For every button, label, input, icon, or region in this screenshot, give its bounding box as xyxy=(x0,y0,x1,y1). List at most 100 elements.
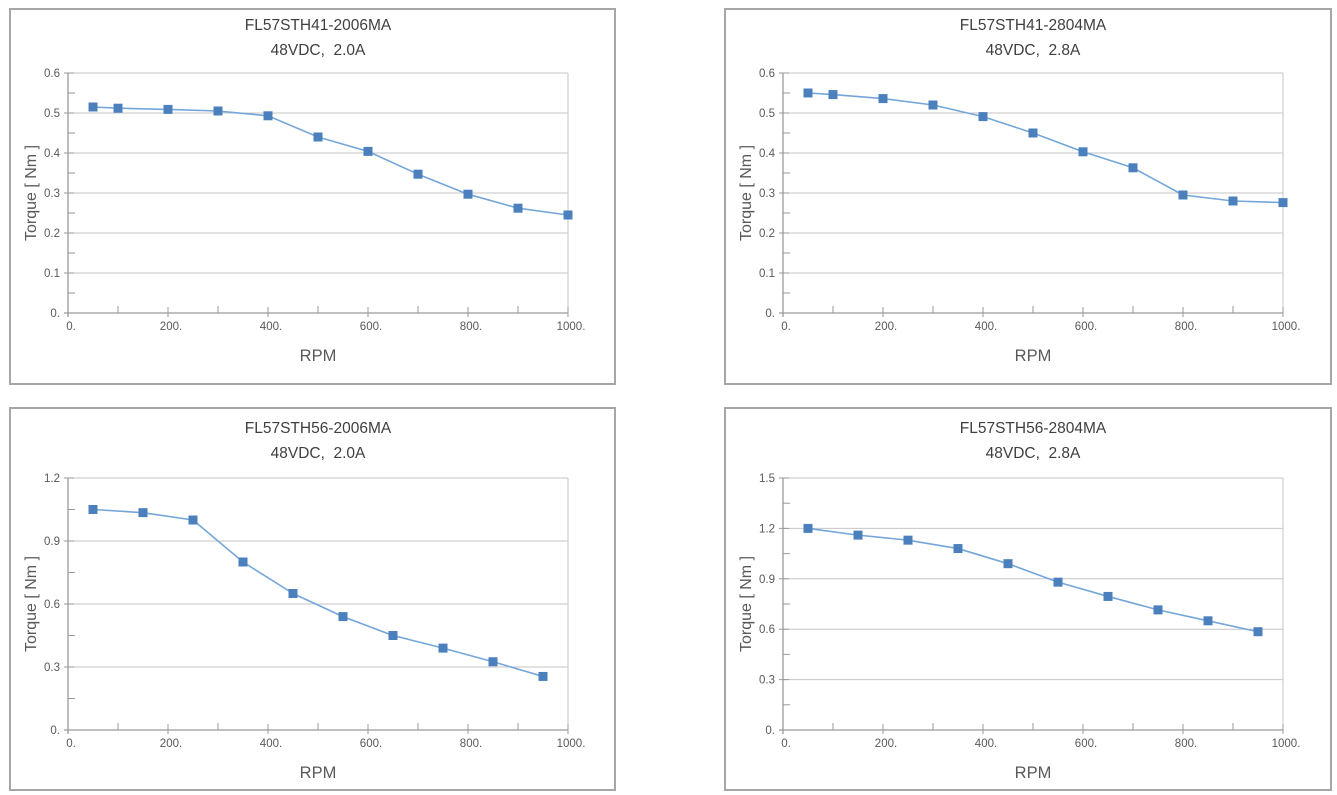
chart-subtitle: 48VDC, 2.8A xyxy=(986,42,1081,59)
torque-rpm-chart-fl57sth56-2006ma: 0. 0.3 0.6 0.9 1.2 0. 200. 400. 600. 800. 1000. FL5… xyxy=(23,420,586,782)
data-point-marker xyxy=(113,103,123,113)
data-point-marker xyxy=(188,515,198,525)
chart-subtitle: 48VDC, 2.8A xyxy=(986,445,1081,462)
y-tick-label: 0.3 xyxy=(44,662,60,674)
x-tick-label: 800. xyxy=(1175,321,1197,333)
x-tick-label: 1000. xyxy=(557,738,586,750)
x-axis-title: RPM xyxy=(1015,347,1052,365)
chart-title: FL57STH41-2804MA xyxy=(960,17,1107,34)
data-point-marker xyxy=(1003,559,1013,569)
data-point-marker xyxy=(438,643,448,653)
x-tick-label: 600. xyxy=(1075,738,1097,750)
x-tick-label: 400. xyxy=(260,738,282,750)
x-tick-label: 800. xyxy=(460,738,482,750)
data-point-marker xyxy=(928,100,938,110)
x-axis-title: RPM xyxy=(1015,764,1052,782)
y-tick-label: 0.4 xyxy=(44,148,61,160)
y-axis-title: Torque [ Nm ] xyxy=(738,145,755,241)
x-tick-label: 600. xyxy=(1075,321,1097,333)
x-tick-label: 400. xyxy=(975,321,997,333)
data-point-marker xyxy=(463,189,473,199)
chart-panel-fl57sth56-2804ma: 0. 0.3 0.6 0.9 1.2 1.5 0. 200. 400. 600. 800. 1000.… xyxy=(724,407,1332,791)
y-tick-label: 0. xyxy=(50,308,60,320)
data-point-marker xyxy=(413,169,423,179)
y-tick-label: 0.9 xyxy=(759,574,775,586)
data-point-marker xyxy=(213,106,223,116)
torque-curve-line xyxy=(807,92,1284,204)
data-point-marker xyxy=(238,557,248,567)
x-tick-label: 800. xyxy=(460,321,482,333)
chart-subtitle: 48VDC, 2.0A xyxy=(271,445,366,462)
data-point-marker xyxy=(1103,591,1113,601)
data-point-marker xyxy=(978,112,988,122)
y-tick-label: 1.2 xyxy=(759,523,775,535)
x-tick-label: 0. xyxy=(66,321,76,333)
data-point-marker xyxy=(1278,198,1288,208)
x-tick-label: 600. xyxy=(360,738,382,750)
data-point-marker xyxy=(1053,577,1063,587)
y-tick-label: 1.2 xyxy=(44,473,60,485)
data-point-marker xyxy=(1228,196,1238,206)
y-tick-label: 0.5 xyxy=(44,108,60,120)
x-tick-label: 0. xyxy=(781,321,791,333)
chart-panel-fl57sth56-2006ma: 0. 0.3 0.6 0.9 1.2 0. 200. 400. 600. 800. 1000. FL5… xyxy=(9,407,616,791)
y-tick-label: 0.2 xyxy=(759,228,775,240)
data-point-marker xyxy=(263,111,273,121)
data-point-marker xyxy=(853,530,863,540)
y-axis-title: Torque [ Nm ] xyxy=(23,556,40,652)
x-tick-label: 0. xyxy=(781,738,791,750)
chart-title: FL57STH56-2804MA xyxy=(960,420,1107,437)
y-tick-label: 0.6 xyxy=(759,68,775,80)
data-point-marker xyxy=(363,146,373,156)
data-point-marker xyxy=(513,203,523,213)
data-point-marker xyxy=(1128,163,1138,173)
data-point-marker xyxy=(288,589,298,598)
x-tick-label: 400. xyxy=(260,321,282,333)
torque-curve-line xyxy=(807,527,1259,633)
torque-rpm-chart-fl57sth41-2804ma: 0. 0.1 0.2 0.3 0.4 0.5 0.6 0. 200. 400. 600. 800. 10… xyxy=(738,17,1301,365)
y-tick-label: 0.3 xyxy=(44,188,60,200)
data-point-marker xyxy=(878,94,888,104)
y-tick-label: 0.9 xyxy=(44,536,60,548)
torque-rpm-chart-fl57sth41-2006ma: 0. 0.1 0.2 0.3 0.4 0.5 0.6 0. 200. 400. 600. 800. 10… xyxy=(23,17,586,365)
y-tick-label: 0.3 xyxy=(759,188,775,200)
x-tick-label: 1000. xyxy=(557,321,586,333)
data-point-marker xyxy=(803,523,813,533)
y-tick-label: 0.6 xyxy=(44,599,60,611)
data-point-marker xyxy=(388,631,398,640)
y-tick-label: 0.6 xyxy=(759,624,775,636)
data-point-marker xyxy=(1078,147,1088,157)
y-tick-label: 1.5 xyxy=(759,473,775,485)
x-tick-label: 200. xyxy=(160,321,182,333)
x-tick-label: 800. xyxy=(1175,738,1197,750)
data-point-marker xyxy=(903,535,913,545)
chart-subtitle: 48VDC, 2.0A xyxy=(271,42,366,59)
data-point-marker xyxy=(163,104,173,114)
data-point-marker xyxy=(803,88,813,98)
data-point-marker xyxy=(138,508,148,518)
data-point-marker xyxy=(1203,616,1213,626)
x-axis-title: RPM xyxy=(300,764,337,782)
torque-curve-line xyxy=(92,106,569,216)
data-point-marker xyxy=(488,657,498,667)
y-tick-label: 0. xyxy=(765,308,775,320)
chart-panel-fl57sth41-2006ma: 0. 0.1 0.2 0.3 0.4 0.5 0.6 0. 200. 400. 600. 800. 10… xyxy=(9,8,616,385)
data-point-marker xyxy=(313,132,323,142)
x-tick-label: 1000. xyxy=(1272,738,1301,750)
x-tick-label: 400. xyxy=(975,738,997,750)
torque-curve-line xyxy=(92,508,544,678)
data-point-marker xyxy=(1028,128,1038,138)
y-tick-label: 0.5 xyxy=(759,108,775,120)
x-tick-label: 200. xyxy=(160,738,182,750)
y-tick-label: 0.3 xyxy=(759,675,775,687)
x-tick-label: 0. xyxy=(66,738,76,750)
y-tick-label: 0.2 xyxy=(44,228,60,240)
data-point-marker xyxy=(563,210,573,220)
x-axis-title: RPM xyxy=(300,347,337,365)
x-tick-label: 200. xyxy=(875,738,897,750)
y-tick-label: 0.6 xyxy=(44,68,60,80)
x-tick-label: 1000. xyxy=(1272,321,1301,333)
data-point-marker xyxy=(338,612,348,622)
data-point-marker xyxy=(1253,627,1263,637)
